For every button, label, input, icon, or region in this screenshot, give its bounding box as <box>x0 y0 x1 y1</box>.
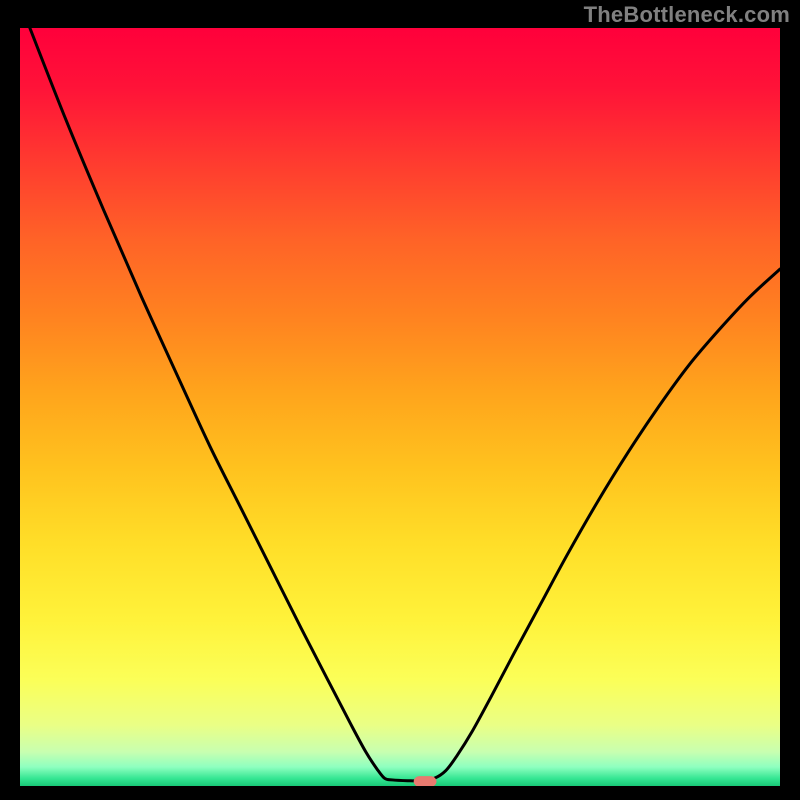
watermark-text: TheBottleneck.com <box>584 2 790 28</box>
plot-area <box>20 28 780 786</box>
optimum-marker <box>414 776 437 786</box>
chart-frame: TheBottleneck.com <box>0 0 800 800</box>
gradient-background <box>20 28 780 786</box>
chart-svg <box>20 28 780 786</box>
